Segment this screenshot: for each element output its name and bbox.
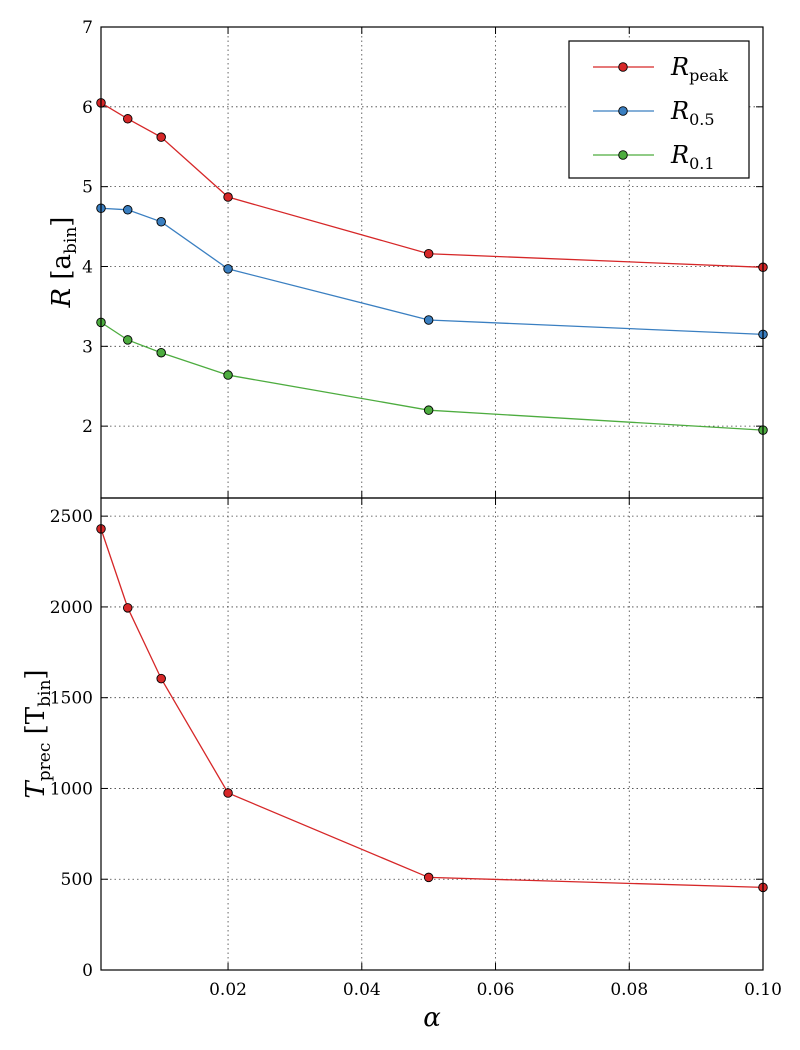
y-tick-label: 2000 [50, 598, 93, 618]
y-tick-label: 500 [61, 870, 93, 890]
data-point-T_prec [122, 603, 133, 613]
data-point-R_0.1 [223, 370, 233, 380]
series-line-T_prec [100, 528, 764, 889]
legend-box [568, 40, 750, 179]
series-line-R_0.1 [100, 321, 764, 431]
x-tick-label: 0.06 [477, 980, 515, 1000]
x-axis-title: α [423, 1003, 441, 1033]
legend-label-R_0.5: R0.5 [670, 97, 715, 129]
data-point-R_0.5 [423, 315, 434, 325]
data-point-R_0.5 [156, 217, 166, 227]
legend-marker-R_0.1 [618, 150, 628, 160]
data-point-R_0.1 [423, 405, 434, 415]
y-tick-label: 2 [82, 417, 93, 437]
data-point-R_peak [156, 132, 166, 142]
data-point-R_0.5 [223, 264, 233, 274]
y-tick-label: 1000 [50, 779, 93, 799]
y-tick-label: 2500 [50, 507, 93, 527]
data-point-R_0.5 [122, 205, 133, 215]
y-axis-title-top: R [abin] [47, 217, 81, 309]
data-point-R_peak [423, 248, 434, 259]
data-point-R_0.1 [122, 335, 133, 345]
x-tick-label: 0.04 [343, 980, 381, 1000]
series-line-R_peak [100, 102, 764, 268]
y-tick-label: 5 [82, 178, 93, 198]
y-tick-label: 4 [82, 257, 93, 277]
plot-frame [100, 497, 764, 971]
y-axis-title-bottom: Tprec [Tbin] [21, 669, 55, 798]
y-tick-label: 3 [82, 337, 93, 357]
bottom-panel-chart: 0 500 1000 1500 2000 2500 0.02 0.04 0.06 0.08 0.10… [21, 497, 782, 1033]
data-point-R_peak [122, 114, 133, 124]
y-tick-label: 1500 [50, 689, 93, 709]
legend-marker-R_peak [618, 62, 628, 72]
y-tick-label: 7 [82, 18, 93, 38]
top-panel-chart: 2 3 4 5 6 7 Rpeak R0.5 R0.1 R [abin] [47, 18, 768, 499]
y-tick-label: 6 [82, 98, 93, 118]
legend-label-R_0.1: R0.1 [670, 141, 715, 173]
data-point-T_prec [223, 788, 233, 798]
data-point-T_prec [156, 673, 166, 684]
data-point-R_0.1 [156, 347, 166, 358]
x-tick-label: 0.02 [209, 980, 247, 1000]
data-point-R_peak [223, 192, 233, 202]
data-point-T_prec [423, 872, 434, 883]
y-tick-label: 0 [82, 961, 93, 981]
x-tick-label: 0.08 [610, 980, 648, 1000]
legend: Rpeak R0.5 R0.1 [568, 40, 750, 179]
legend-label-R_peak: Rpeak [670, 53, 728, 85]
legend-marker-R_0.5 [618, 106, 628, 116]
x-tick-label: 0.10 [744, 980, 782, 1000]
series-line-R_0.5 [100, 207, 764, 335]
